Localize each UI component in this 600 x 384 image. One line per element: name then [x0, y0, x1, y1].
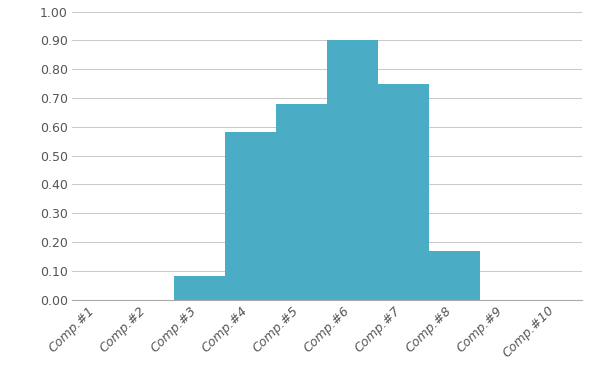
Bar [378, 84, 429, 300]
Bar [174, 276, 225, 300]
Bar [327, 40, 378, 300]
Bar [429, 251, 480, 300]
Bar [276, 104, 327, 300]
Bar [225, 132, 276, 300]
